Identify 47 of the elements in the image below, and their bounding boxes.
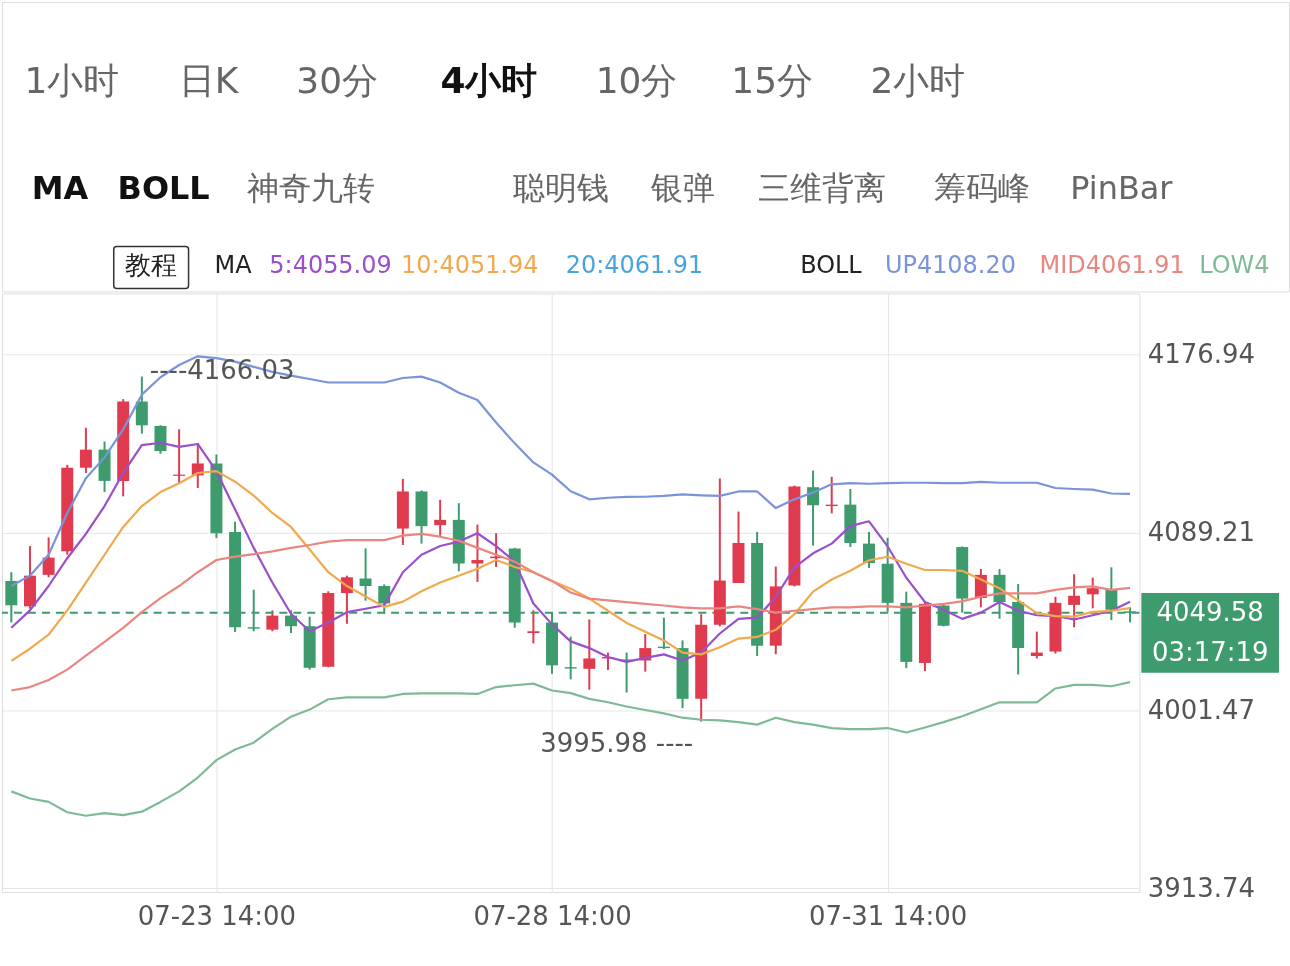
y-tick-label: 4089.21 <box>1147 516 1256 547</box>
text: 教程 <box>124 250 177 281</box>
x-tick-label: 07-28 14:00 <box>473 901 632 932</box>
text: MA <box>214 251 253 280</box>
text: 20:4061.91 <box>565 251 704 280</box>
candlestick <box>434 498 447 537</box>
candlestick <box>1086 576 1099 610</box>
text: UP4108.20 <box>884 251 1016 280</box>
candlestick <box>583 618 596 691</box>
text: 5:4055.09 <box>269 251 392 280</box>
text: 10:4051.94 <box>401 251 539 280</box>
text: PinBar <box>1070 168 1174 207</box>
text: 15分 <box>731 59 814 101</box>
y-tick-label: 3913.74 <box>1147 872 1256 903</box>
text: BOLL <box>800 251 863 280</box>
y-tick-label: 4176.94 <box>1147 338 1256 369</box>
text: MID4061.91 <box>1039 251 1185 280</box>
candlestick <box>1068 573 1081 629</box>
text: 三维背离 <box>758 168 887 207</box>
candlestick <box>79 426 92 474</box>
text: 银弹 <box>650 168 716 207</box>
text: 03:17:19 <box>1151 636 1269 667</box>
annotation: 3995.98 ---- <box>540 727 694 758</box>
candlestick <box>564 635 577 681</box>
text: 神奇九转 <box>247 168 376 207</box>
candlestick <box>135 375 148 435</box>
text: 1小时 <box>24 59 120 101</box>
candlestick <box>42 536 55 579</box>
y-tick-label: 4001.47 <box>1147 694 1256 725</box>
text: 筹码峰 <box>933 168 1030 207</box>
candlestick <box>527 609 540 645</box>
line-series <box>10 532 1132 692</box>
x-tick-label: 07-31 14:00 <box>809 901 968 932</box>
text: LOW4 <box>1199 251 1270 280</box>
text: 10分 <box>595 59 678 101</box>
ref-line-label: 4049.58 <box>1156 596 1264 627</box>
line-series <box>10 681 1132 817</box>
text: 30分 <box>296 59 379 101</box>
text: 2小时 <box>870 59 966 101</box>
text: 日K <box>178 59 240 101</box>
text: MA <box>31 168 89 207</box>
candlestick <box>359 547 372 602</box>
text: 4小时 <box>440 59 538 101</box>
text: 聪明钱 <box>512 168 609 207</box>
candlestick <box>266 609 279 633</box>
x-tick-label: 07-23 14:00 <box>137 901 297 932</box>
text: BOLL <box>117 168 210 207</box>
